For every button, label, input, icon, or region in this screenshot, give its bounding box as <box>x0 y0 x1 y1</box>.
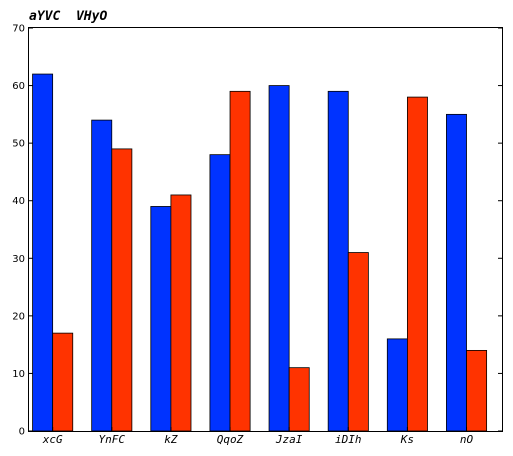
y-axis-tick-labels: 0 10 20 30 40 50 60 70 <box>12 24 25 438</box>
bar-series1-JzaI <box>268 85 290 432</box>
plot-frame <box>28 27 503 432</box>
y-tick-label-20: 20 <box>12 311 25 322</box>
x-axis-category-labels: xcG YnFC kZ QqoZ JzaI iDIh Ks nO <box>42 433 474 446</box>
bar-series2-xcG <box>52 332 74 432</box>
y-tick-label-70: 70 <box>12 24 25 35</box>
y-axis-ticks <box>29 27 502 432</box>
bar-series2-JzaI <box>288 367 310 432</box>
bar-series1-YnFC <box>91 119 113 432</box>
y-tick-label-10: 10 <box>12 369 25 380</box>
bar-series2-nO <box>466 349 488 432</box>
bar-series1-QqoZ <box>209 154 231 432</box>
y-tick-label-40: 40 <box>12 196 25 207</box>
y-tick-label-30: 30 <box>12 254 25 265</box>
bar-series2-QqoZ <box>229 90 251 432</box>
y-tick-label-50: 50 <box>12 139 25 150</box>
bar-series1-iDIh <box>327 90 349 432</box>
x-tick-label-nO: nO <box>460 433 474 446</box>
chart-title: aYVC VHyO <box>29 9 107 24</box>
bar-series2-Ks <box>406 96 428 432</box>
bar-series2-YnFC <box>111 148 133 432</box>
x-tick-label-iDIh: iDIh <box>335 433 362 446</box>
bar-series1-kZ <box>150 206 172 432</box>
y-tick-label-0: 0 <box>19 427 25 438</box>
x-tick-label-kZ: kZ <box>164 433 178 446</box>
bar-series1-xcG <box>32 73 54 432</box>
bars-layer <box>32 73 488 432</box>
bar-series2-iDIh <box>347 252 369 432</box>
bar-series2-kZ <box>170 194 192 432</box>
x-tick-label-YnFC: YnFC <box>99 433 126 446</box>
x-tick-label-QqoZ: QqoZ <box>217 433 244 446</box>
bar-series1-nO <box>446 113 467 432</box>
x-tick-label-JzaI: JzaI <box>275 433 303 446</box>
x-tick-label-xcG: xcG <box>42 433 63 446</box>
x-tick-label-Ks: Ks <box>400 433 414 446</box>
y-tick-label-60: 60 <box>12 81 25 92</box>
bar-series1-Ks <box>386 338 408 432</box>
